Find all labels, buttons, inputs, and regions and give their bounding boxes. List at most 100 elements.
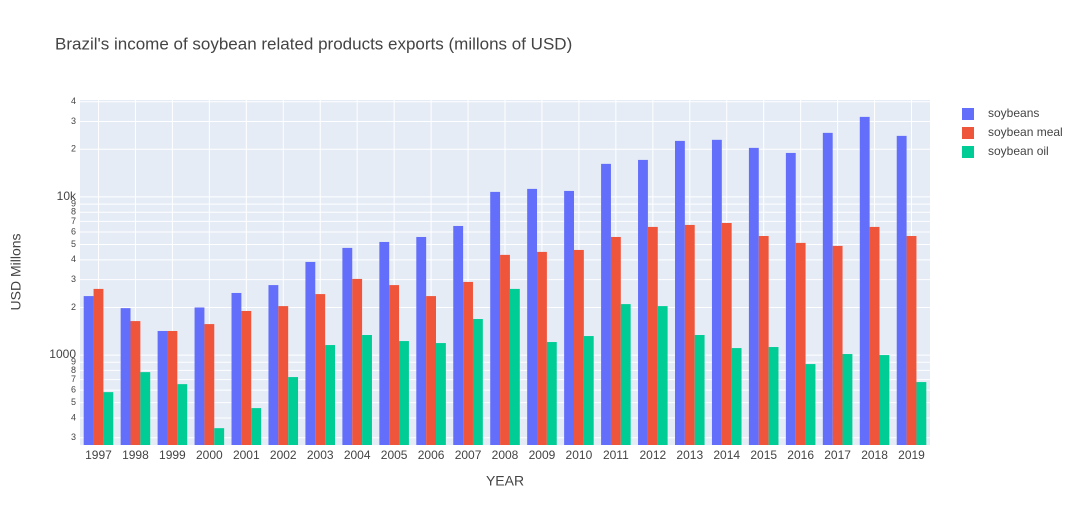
x-tick-label: 2008 [492,448,519,462]
x-tick-label: 2003 [307,448,334,462]
bar [795,242,806,445]
x-tick-label: 2011 [603,448,629,462]
bar [453,225,464,445]
y-tick-label: 5 [71,397,76,407]
bar [130,321,141,445]
y-tick-label: 6 [71,385,76,395]
x-tick-label: 2010 [566,448,593,462]
x-tick-label: 2005 [381,448,408,462]
bar [822,132,833,445]
x-tick-label: 2002 [270,448,297,462]
x-tick-label: 2007 [455,448,482,462]
x-tick-label: 2012 [639,448,666,462]
bar [509,288,520,445]
bar [805,364,816,445]
bar [859,116,870,446]
chart-title: Brazil's income of soybean related produ… [55,34,572,53]
bar [711,139,722,446]
bar [842,354,853,445]
bar [490,191,501,445]
bar [251,408,262,445]
x-tick-label: 2013 [676,448,703,462]
bar [916,382,927,445]
bar [241,310,252,445]
bar [731,348,742,445]
y-tick-label: 10k [57,189,77,203]
x-tick-label: 2000 [196,448,223,462]
bar [140,372,151,445]
y-tick-label: 7 [71,216,76,226]
bar [896,135,907,445]
bar [564,190,574,445]
bar [389,285,400,445]
bar [426,296,437,445]
bar [601,163,611,445]
y-tick-label: 9 [71,199,76,209]
y-tick-label: 3 [71,116,76,126]
bar [167,330,178,445]
y-tick-label: 4 [71,412,76,422]
bar [620,304,631,445]
bar [352,278,363,445]
bar [906,236,917,445]
bar [231,292,242,445]
bar [83,296,94,445]
x-tick-label: 2014 [713,448,740,462]
bar [583,336,594,445]
bar [748,147,759,445]
x-tick-label: 2016 [787,448,814,462]
bar [610,236,621,445]
bar [120,308,131,445]
bar [657,306,668,445]
bar [832,245,843,445]
y-tick-label: 2 [71,302,76,312]
bar [675,140,685,445]
y-tick-label: 3 [71,432,76,442]
bar [879,355,890,445]
bar [436,343,446,445]
x-tick-label: 1999 [159,448,186,462]
bar [177,384,188,445]
bar [305,261,316,445]
bar [288,377,299,445]
bar [537,251,547,445]
x-tick-label: 1997 [85,448,112,462]
bar [573,249,584,445]
y-tick-label: 4 [71,254,76,264]
bar [278,306,289,445]
bar [379,241,390,445]
bar [768,347,779,445]
bar [362,335,372,445]
x-axis-title: YEAR [486,473,524,489]
bar [268,285,279,445]
bar [103,392,114,445]
y-tick-label: 6 [71,226,76,236]
bar [647,226,658,445]
bar [785,152,796,445]
y-tick-label: 1000 [49,347,76,361]
x-tick-label: 2018 [861,448,888,462]
legend-label[interactable]: soybeans [988,106,1039,120]
legend-swatch[interactable] [962,108,974,120]
legend-swatch[interactable] [962,127,974,139]
legend-swatch[interactable] [962,146,974,158]
bar [204,324,215,445]
bar [194,307,205,445]
legend-label[interactable]: soybean meal [988,125,1063,139]
bar [157,330,168,445]
bar [93,288,104,445]
x-tick-label: 1998 [122,448,149,462]
legend-label[interactable]: soybean oil [988,144,1049,158]
bar [500,254,510,445]
bar [342,247,353,445]
y-axis-title: USD Millons [8,233,24,310]
x-tick-label: 2009 [529,448,556,462]
bar [869,226,880,445]
y-tick-label: 9 [71,357,76,367]
bar [399,341,409,445]
y-tick-label: 7 [71,374,76,384]
bar [463,281,473,445]
x-tick-label: 2019 [898,448,925,462]
y-tick-label: 4 [71,96,76,106]
